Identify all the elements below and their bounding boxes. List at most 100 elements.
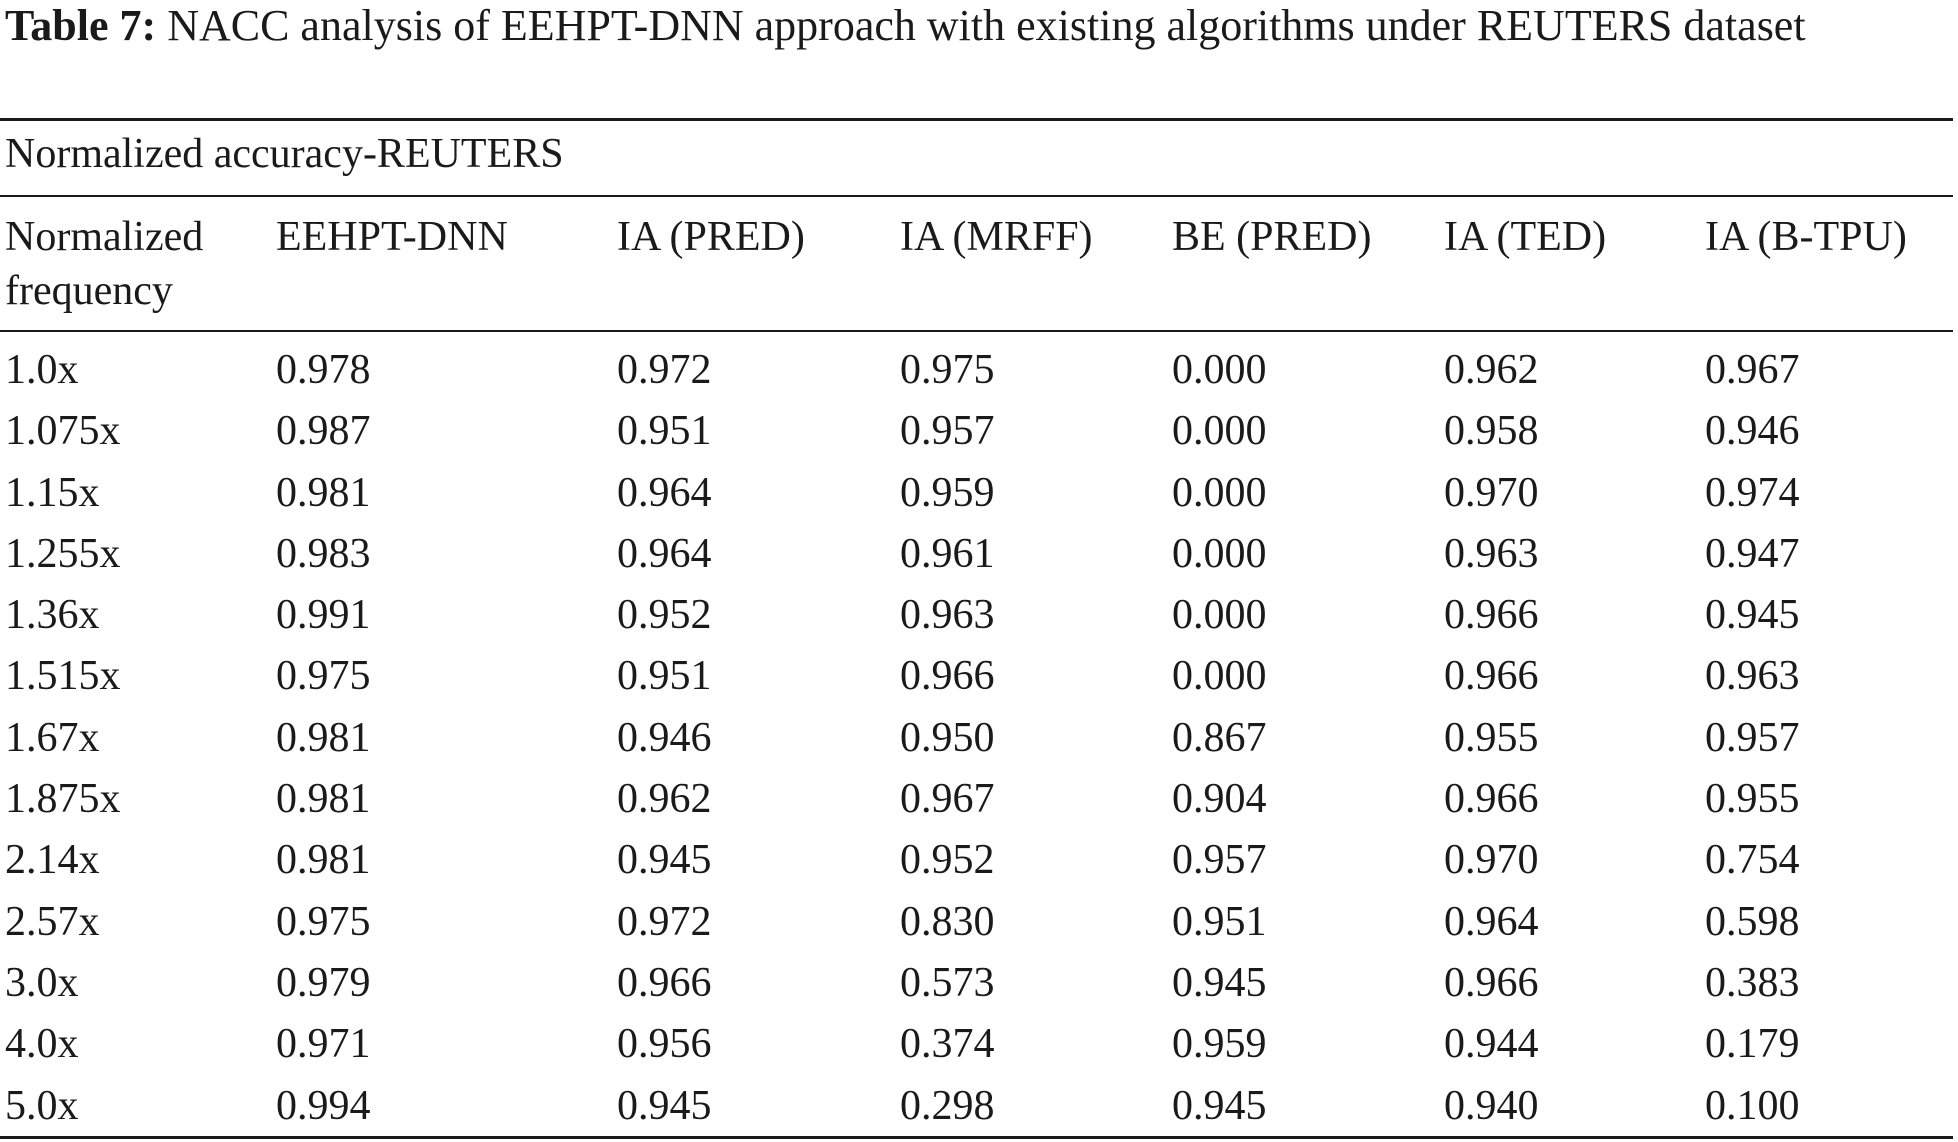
table-cell: 0.991 [276,592,371,639]
header-ia-mrff: IA (MRFF) [900,214,1093,260]
table-cell: 0.950 [900,714,995,761]
table-cell: 0.981 [276,469,371,516]
table-cell: 0.964 [617,530,712,577]
row-frequency-cell: 2.57x [5,898,100,945]
table-row: 1.15x 0.981 0.964 0.959 0.000 0.970 0.974 [0,463,1953,524]
table-cell: 0.000 [1172,469,1267,516]
table-row: 1.515x 0.975 0.951 0.966 0.000 0.966 0.963 [0,646,1953,707]
row-frequency-cell: 1.075x [5,408,121,455]
table-cell: 0.963 [900,592,995,639]
table-cell: 0.994 [276,1082,371,1129]
table-cell: 0.955 [1444,714,1539,761]
table-cell: 0.298 [900,1082,995,1129]
table-cell: 0.957 [900,408,995,455]
table-cell: 0.964 [1444,898,1539,945]
table-top-rule [0,118,1953,121]
table-cell: 0.957 [1172,837,1267,884]
table-cell: 0.000 [1172,347,1267,393]
table-cell: 0.867 [1172,714,1267,761]
table-cell: 0.952 [900,837,995,884]
table-cell: 0.972 [617,898,712,945]
table-row: 1.875x 0.981 0.962 0.967 0.904 0.966 0.955 [0,769,1953,830]
header-ia-pred: IA (PRED) [617,214,805,260]
table-cell: 0.975 [900,347,995,393]
header-rule [0,330,1953,332]
table-cell: 0.974 [1705,469,1800,516]
row-frequency-cell: 1.15x [5,469,100,516]
table-body: 1.0x 0.978 0.972 0.975 0.000 0.962 0.967 1.075x… [0,340,1953,1137]
table-cell: 0.963 [1444,530,1539,577]
table-group-title: Normalized accuracy-REUTERS [5,131,564,177]
table-row: 2.14x 0.981 0.945 0.952 0.957 0.970 0.754 [0,830,1953,891]
row-frequency-cell: 1.255x [5,530,121,577]
table-cell: 0.972 [617,347,712,393]
table-bottom-rule [0,1136,1953,1139]
table-cell: 0.963 [1705,653,1800,700]
table-row: 1.255x 0.983 0.964 0.961 0.000 0.963 0.947 [0,524,1953,585]
table-cell: 0.940 [1444,1082,1539,1129]
table-cell: 0.000 [1172,653,1267,700]
table-cell: 0.966 [617,959,712,1006]
table-cell: 0.966 [1444,653,1539,700]
table-cell: 0.971 [276,1021,371,1068]
table-cell: 0.970 [1444,469,1539,516]
table-row: 3.0x 0.979 0.966 0.573 0.945 0.966 0.383 [0,953,1953,1014]
group-title-rule [0,195,1953,197]
table-cell: 0.951 [617,653,712,700]
table-cell: 0.573 [900,959,995,1006]
table-cell: 0.978 [276,347,371,393]
table-cell: 0.967 [900,776,995,823]
table-cell: 0.966 [1444,592,1539,639]
table-cell: 0.000 [1172,530,1267,577]
header-be-pred: BE (PRED) [1172,214,1372,260]
row-frequency-cell: 4.0x [5,1021,79,1068]
table-cell: 0.000 [1172,408,1267,455]
table-cell: 0.830 [900,898,995,945]
table-cell: 0.966 [900,653,995,700]
table-cell: 0.951 [1172,898,1267,945]
header-ia-b-tpu: IA (B-TPU) [1705,214,1907,260]
table-caption: Table 7: NACC analysis of EEHPT-DNN appr… [5,0,1950,52]
table-row: 4.0x 0.971 0.956 0.374 0.959 0.944 0.179 [0,1014,1953,1075]
table-row: 1.67x 0.981 0.946 0.950 0.867 0.955 0.957 [0,708,1953,769]
table-cell: 0.962 [617,776,712,823]
table-cell: 0.967 [1705,347,1800,393]
table-cell: 0.945 [617,837,712,884]
table-cell: 0.962 [1444,347,1539,393]
table-cell: 0.956 [617,1021,712,1068]
table-cell: 0.966 [1444,959,1539,1006]
table-cell: 0.952 [617,592,712,639]
header-ia-ted: IA (TED) [1444,214,1607,260]
table-cell: 0.958 [1444,408,1539,455]
row-frequency-cell: 1.0x [5,347,79,393]
table-row: 1.36x 0.991 0.952 0.963 0.000 0.966 0.945 [0,585,1953,646]
table-cell: 0.383 [1705,959,1800,1006]
table-cell: 0.961 [900,530,995,577]
header-eehpt-dnn: EEHPT-DNN [276,214,508,260]
table-cell: 0.983 [276,530,371,577]
row-frequency-cell: 1.67x [5,714,100,761]
table-row: 5.0x 0.994 0.945 0.298 0.945 0.940 0.100 [0,1076,1953,1137]
table-cell: 0.975 [276,898,371,945]
table-cell: 0.945 [1172,959,1267,1006]
table-cell: 0.904 [1172,776,1267,823]
table-cell: 0.179 [1705,1021,1800,1068]
table-cell: 0.964 [617,469,712,516]
table-cell: 0.979 [276,959,371,1006]
table-cell: 0.374 [900,1021,995,1068]
table-cell: 0.966 [1444,776,1539,823]
table-cell: 0.946 [1705,408,1800,455]
table-row: 1.075x 0.987 0.951 0.957 0.000 0.958 0.946 [0,401,1953,462]
row-frequency-cell: 3.0x [5,959,79,1006]
table-cell: 0.945 [1705,592,1800,639]
table-cell: 0.981 [276,837,371,884]
row-frequency-cell: 1.875x [5,776,121,823]
table-cell: 0.981 [276,714,371,761]
table-cell: 0.970 [1444,837,1539,884]
table-cell: 0.944 [1444,1021,1539,1068]
table-cell: 0.975 [276,653,371,700]
table-cell: 0.959 [900,469,995,516]
table-cell: 0.987 [276,408,371,455]
table-cell: 0.955 [1705,776,1800,823]
